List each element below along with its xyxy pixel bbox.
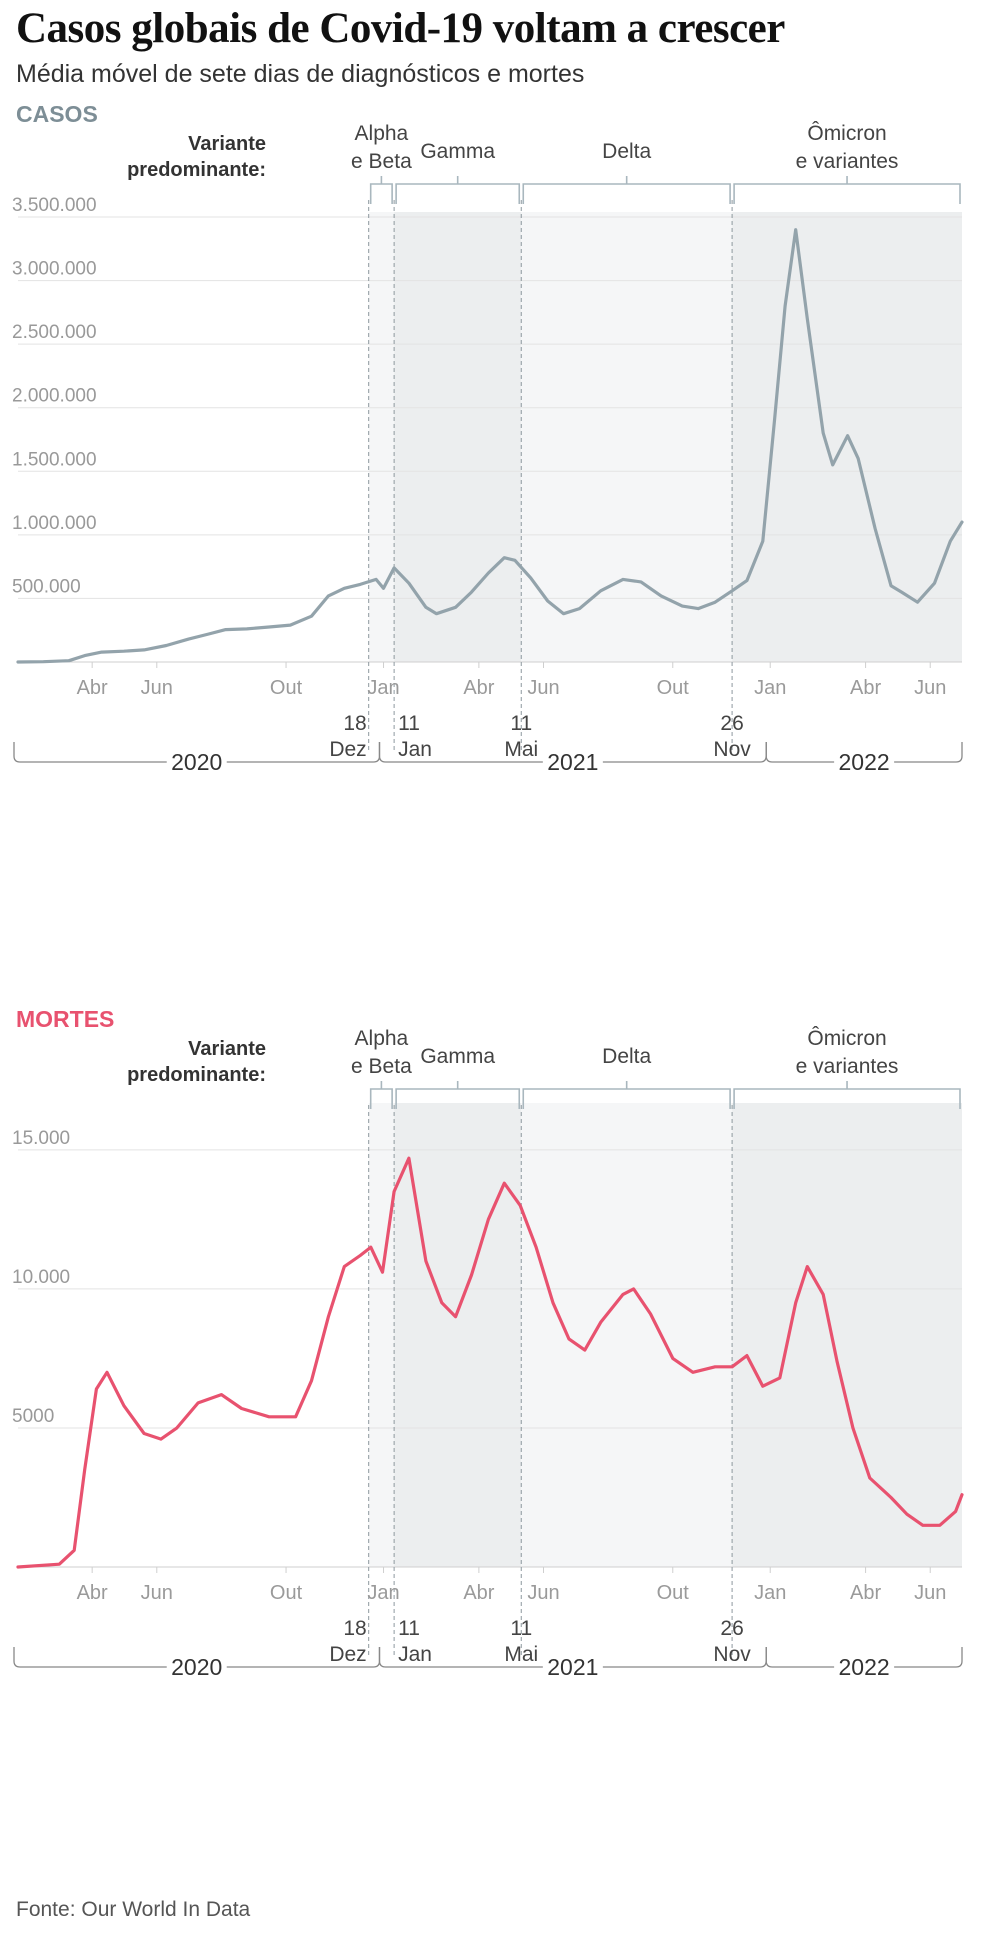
month-label: Jun: [527, 1582, 559, 1604]
year-bracket-left: [378, 1647, 543, 1668]
year-label: 2021: [547, 1654, 598, 1680]
year-bracket-left: [13, 742, 167, 763]
variant-shade-0: [368, 1103, 395, 1567]
variant-header-line1: Variante: [188, 133, 266, 155]
variant-label: Gamma: [420, 140, 495, 163]
variant-label: e Beta: [351, 1055, 412, 1078]
year-bracket-right: [894, 1647, 963, 1668]
variant-label: Ômicron: [807, 122, 886, 145]
year-label: 2021: [547, 749, 598, 775]
y-tick-label: 5000: [12, 1406, 54, 1427]
variant-shade-1: [394, 1103, 522, 1567]
year-label: 2022: [839, 749, 890, 775]
variant-label: e variantes: [796, 150, 899, 173]
month-label: Jun: [914, 677, 946, 699]
year-bracket-right: [894, 742, 963, 763]
y-tick-label: 15.000: [12, 1128, 70, 1149]
section-title: CASOS: [16, 101, 98, 127]
variant-header-line1: Variante: [188, 1038, 266, 1060]
chart-mortes: MORTES 5000 10.000 15.000 Variante predominan…: [12, 1006, 964, 1680]
variant-bracket: [395, 183, 521, 204]
section-title: MORTES: [16, 1006, 114, 1032]
event-month-label: Dez: [329, 738, 366, 761]
event-month-label: Mai: [504, 1643, 538, 1666]
month-label: Out: [270, 1582, 303, 1604]
month-label: Abr: [463, 677, 494, 699]
event-day-label: 18: [343, 1617, 366, 1640]
y-tick-label: 2.500.000: [12, 322, 97, 343]
variant-bracket: [733, 183, 961, 204]
y-tick-label: 3.500.000: [12, 195, 97, 216]
variant-label: Gamma: [420, 1045, 495, 1068]
month-label: Out: [657, 1582, 690, 1604]
event-day-label: 11: [398, 712, 420, 735]
y-tick-label: 1.500.000: [12, 449, 97, 470]
year-label: 2020: [171, 1654, 222, 1680]
month-label: Jan: [754, 1582, 786, 1604]
month-label: Jun: [914, 1582, 946, 1604]
year-label: 2022: [839, 1654, 890, 1680]
event-day-label: 11: [398, 1617, 420, 1640]
variant-shade-3: [732, 1103, 962, 1567]
month-label: Jun: [527, 677, 559, 699]
source-note: Fonte: Our World In Data: [16, 1898, 251, 1921]
variant-shade-2: [521, 212, 733, 662]
month-label: Abr: [850, 1582, 881, 1604]
event-month-label: Jan: [398, 738, 432, 761]
variant-label: e variantes: [796, 1055, 899, 1078]
event-day-label: 26: [720, 712, 743, 735]
y-tick-label: 1.000.000: [12, 513, 97, 534]
month-label: Jan: [754, 677, 786, 699]
month-label: Abr: [850, 677, 881, 699]
month-label: Jan: [367, 677, 399, 699]
month-label: Abr: [463, 1582, 494, 1604]
series-line: [16, 228, 964, 664]
event-day-label: 26: [720, 1617, 743, 1640]
month-label: Jan: [367, 1582, 399, 1604]
y-tick-label: 2.000.000: [12, 386, 97, 407]
event-day-label: 18: [343, 712, 366, 735]
year-label: 2020: [171, 749, 222, 775]
event-month-label: Mai: [504, 738, 538, 761]
year-bracket-left: [13, 1647, 167, 1668]
event-day-label: 11: [510, 712, 532, 735]
variant-bracket: [522, 183, 731, 204]
month-label: Out: [657, 677, 690, 699]
year-bracket-left: [765, 1647, 835, 1668]
event-month-label: Nov: [713, 738, 751, 761]
y-tick-label: 10.000: [12, 1267, 70, 1288]
variant-header-line2: predominante:: [127, 1064, 266, 1086]
y-tick-label: 3.000.000: [12, 259, 97, 280]
event-month-label: Jan: [398, 1643, 432, 1666]
event-month-label: Dez: [329, 1643, 366, 1666]
month-label: Abr: [77, 1582, 108, 1604]
event-day-label: 11: [510, 1617, 532, 1640]
subtitle: Média móvel de sete dias de diagnósticos…: [16, 60, 585, 88]
variant-label: Alpha: [355, 122, 409, 145]
variant-shade-0: [368, 212, 395, 662]
year-bracket-left: [378, 742, 543, 763]
variant-shade-2: [521, 1103, 733, 1567]
month-label: Jun: [141, 677, 173, 699]
variant-label: Alpha: [355, 1027, 409, 1050]
year-bracket-left: [765, 742, 835, 763]
month-label: Jun: [141, 1582, 173, 1604]
variant-label: Delta: [602, 1045, 651, 1068]
y-tick-label: 500.000: [12, 576, 81, 597]
headline: Casos globais de Covid-19 voltam a cresc…: [16, 5, 785, 52]
variant-header-line2: predominante:: [127, 159, 266, 181]
series-line: [16, 1156, 964, 1569]
event-month-label: Nov: [713, 1643, 751, 1666]
month-label: Out: [270, 677, 303, 699]
variant-label: e Beta: [351, 150, 412, 173]
variant-shade-1: [394, 212, 522, 662]
variant-label: Ômicron: [807, 1027, 886, 1050]
chart-casos: CASOS 500.000 1.000.000 1.500.000 2.000.000 2…: [12, 101, 964, 775]
month-label: Abr: [77, 677, 108, 699]
variant-bracket: [369, 183, 393, 204]
variant-label: Delta: [602, 140, 651, 163]
